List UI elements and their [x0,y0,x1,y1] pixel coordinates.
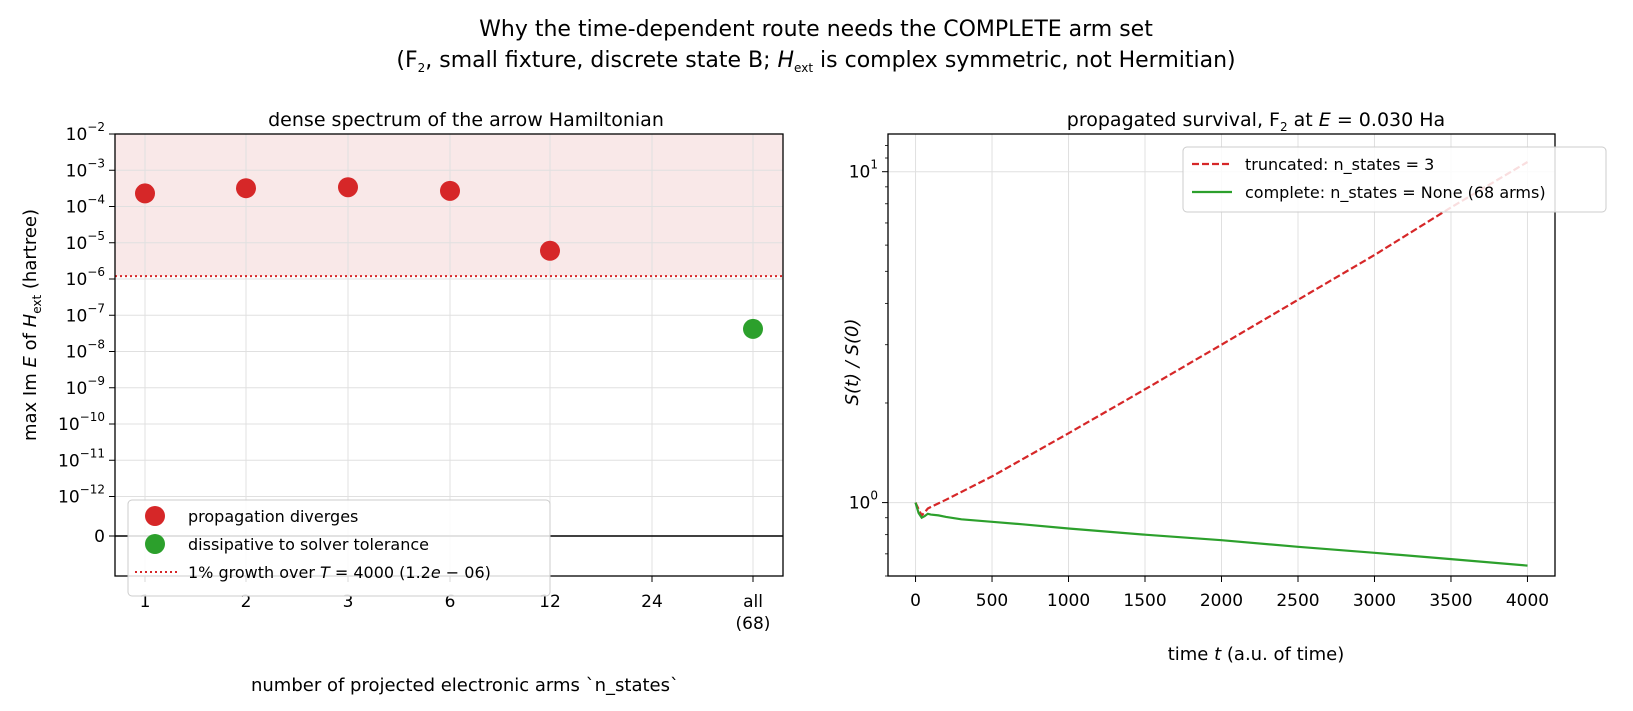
x-tick-label: 3500 [1429,591,1472,611]
legend-label-truncated: truncated: n_states = 3 [1245,155,1434,175]
right-legend: truncated: n_states = 3 complete: n_stat… [1182,146,1607,213]
right-chart-title: propagated survival, F2 at E = 0.030 Ha [1067,109,1445,134]
figure-title-line2: (F2, small fixture, discrete state B; He… [396,48,1235,75]
left-legend: propagation diverges dissipative to solv… [127,499,551,597]
y-tick-label: 10−3 [66,156,105,181]
left-chart-title: dense spectrum of the arrow Hamiltonian [268,109,664,131]
left-points [135,177,763,339]
legend-label-complete: complete: n_states = None (68 arms) [1245,183,1546,203]
x-tick-label: 6 [445,592,456,612]
right-legend-box [1182,146,1607,213]
y-tick-label: 10−6 [66,265,105,290]
right-x-axis-label: time t (a.u. of time) [1168,644,1345,665]
y-tick-label: 10−8 [66,338,105,363]
x-tick-label: 4000 [1506,591,1549,611]
y-tick-label: 10−4 [66,193,105,218]
x-tick-label: 0 [910,591,921,611]
x-tick-label: 24 [641,592,663,612]
left-x-axis-label: number of projected electronic arms `n_s… [251,675,679,696]
left-y-ticks: 10−2 10−3 10−4 10−5 10−6 10−7 10−8 10−9 10−10 10−… [58,120,115,547]
y-tick-label: 10−11 [58,446,105,471]
x-tick-label: 1500 [1123,591,1166,611]
y-tick-label: 10−12 [58,483,105,508]
y-tick-label: 10−2 [66,120,105,145]
data-point-3 [338,177,358,198]
y-tick-label-zero: 0 [94,527,105,547]
figure-title-line1: Why the time-dependent route needs the C… [479,17,1153,42]
left-legend-box [127,499,551,597]
x-tick-label: 1000 [1047,591,1090,611]
x-tick-label: 3000 [1353,591,1396,611]
data-point-2 [236,178,256,199]
x-tick-sublabel: (68) [736,614,771,634]
y-tick-label: 10−10 [58,410,105,435]
series-complete-line [914,502,1528,567]
x-tick-label: 3 [343,592,354,612]
legend-label-threshold: 1% growth over T = 4000 (1.2e − 06) [188,563,491,582]
x-tick-label: 500 [976,591,1008,611]
right-chart: propagated survival, F2 at E = 0.030 Ha … [842,109,1607,665]
y-tick-label: 101 [849,158,878,183]
right-y-ticks: 100 101 [849,145,888,577]
y-tick-label: 10−7 [66,301,105,326]
divergence-region [115,134,783,277]
legend-marker-diverges [145,506,165,526]
legend-label-dissipative: dissipative to solver tolerance [188,535,429,554]
data-point-all [743,318,763,339]
left-x-ticks: 1 2 3 6 12 24 all(68) [140,576,771,634]
data-point-12 [540,240,560,261]
right-x-ticks: 0 500 1000 1500 2000 2500 3000 3500 4000 [910,576,1549,611]
legend-label-diverges: propagation diverges [188,507,358,526]
series-truncated-line [914,161,1529,518]
right-series [914,161,1529,567]
left-y-axis-label: max Im E of Hext (hartree) [20,209,44,441]
x-tick-label: 2000 [1200,591,1243,611]
y-tick-label: 100 [849,489,878,514]
y-tick-label: 10−9 [66,374,105,399]
y-tick-label: 10−5 [66,229,105,254]
x-tick-label: 2500 [1276,591,1319,611]
x-tick-label: 1 [140,592,151,612]
x-tick-label: 12 [539,592,561,612]
right-y-axis-label: S(t) / S(0) [842,319,863,406]
legend-marker-dissipative [145,534,165,554]
x-tick-label: 2 [241,592,252,612]
data-point-1 [135,183,155,204]
data-point-6 [440,180,460,201]
left-chart: dense spectrum of the arrow Hamiltonian … [20,109,784,696]
x-tick-label: all [743,592,763,612]
